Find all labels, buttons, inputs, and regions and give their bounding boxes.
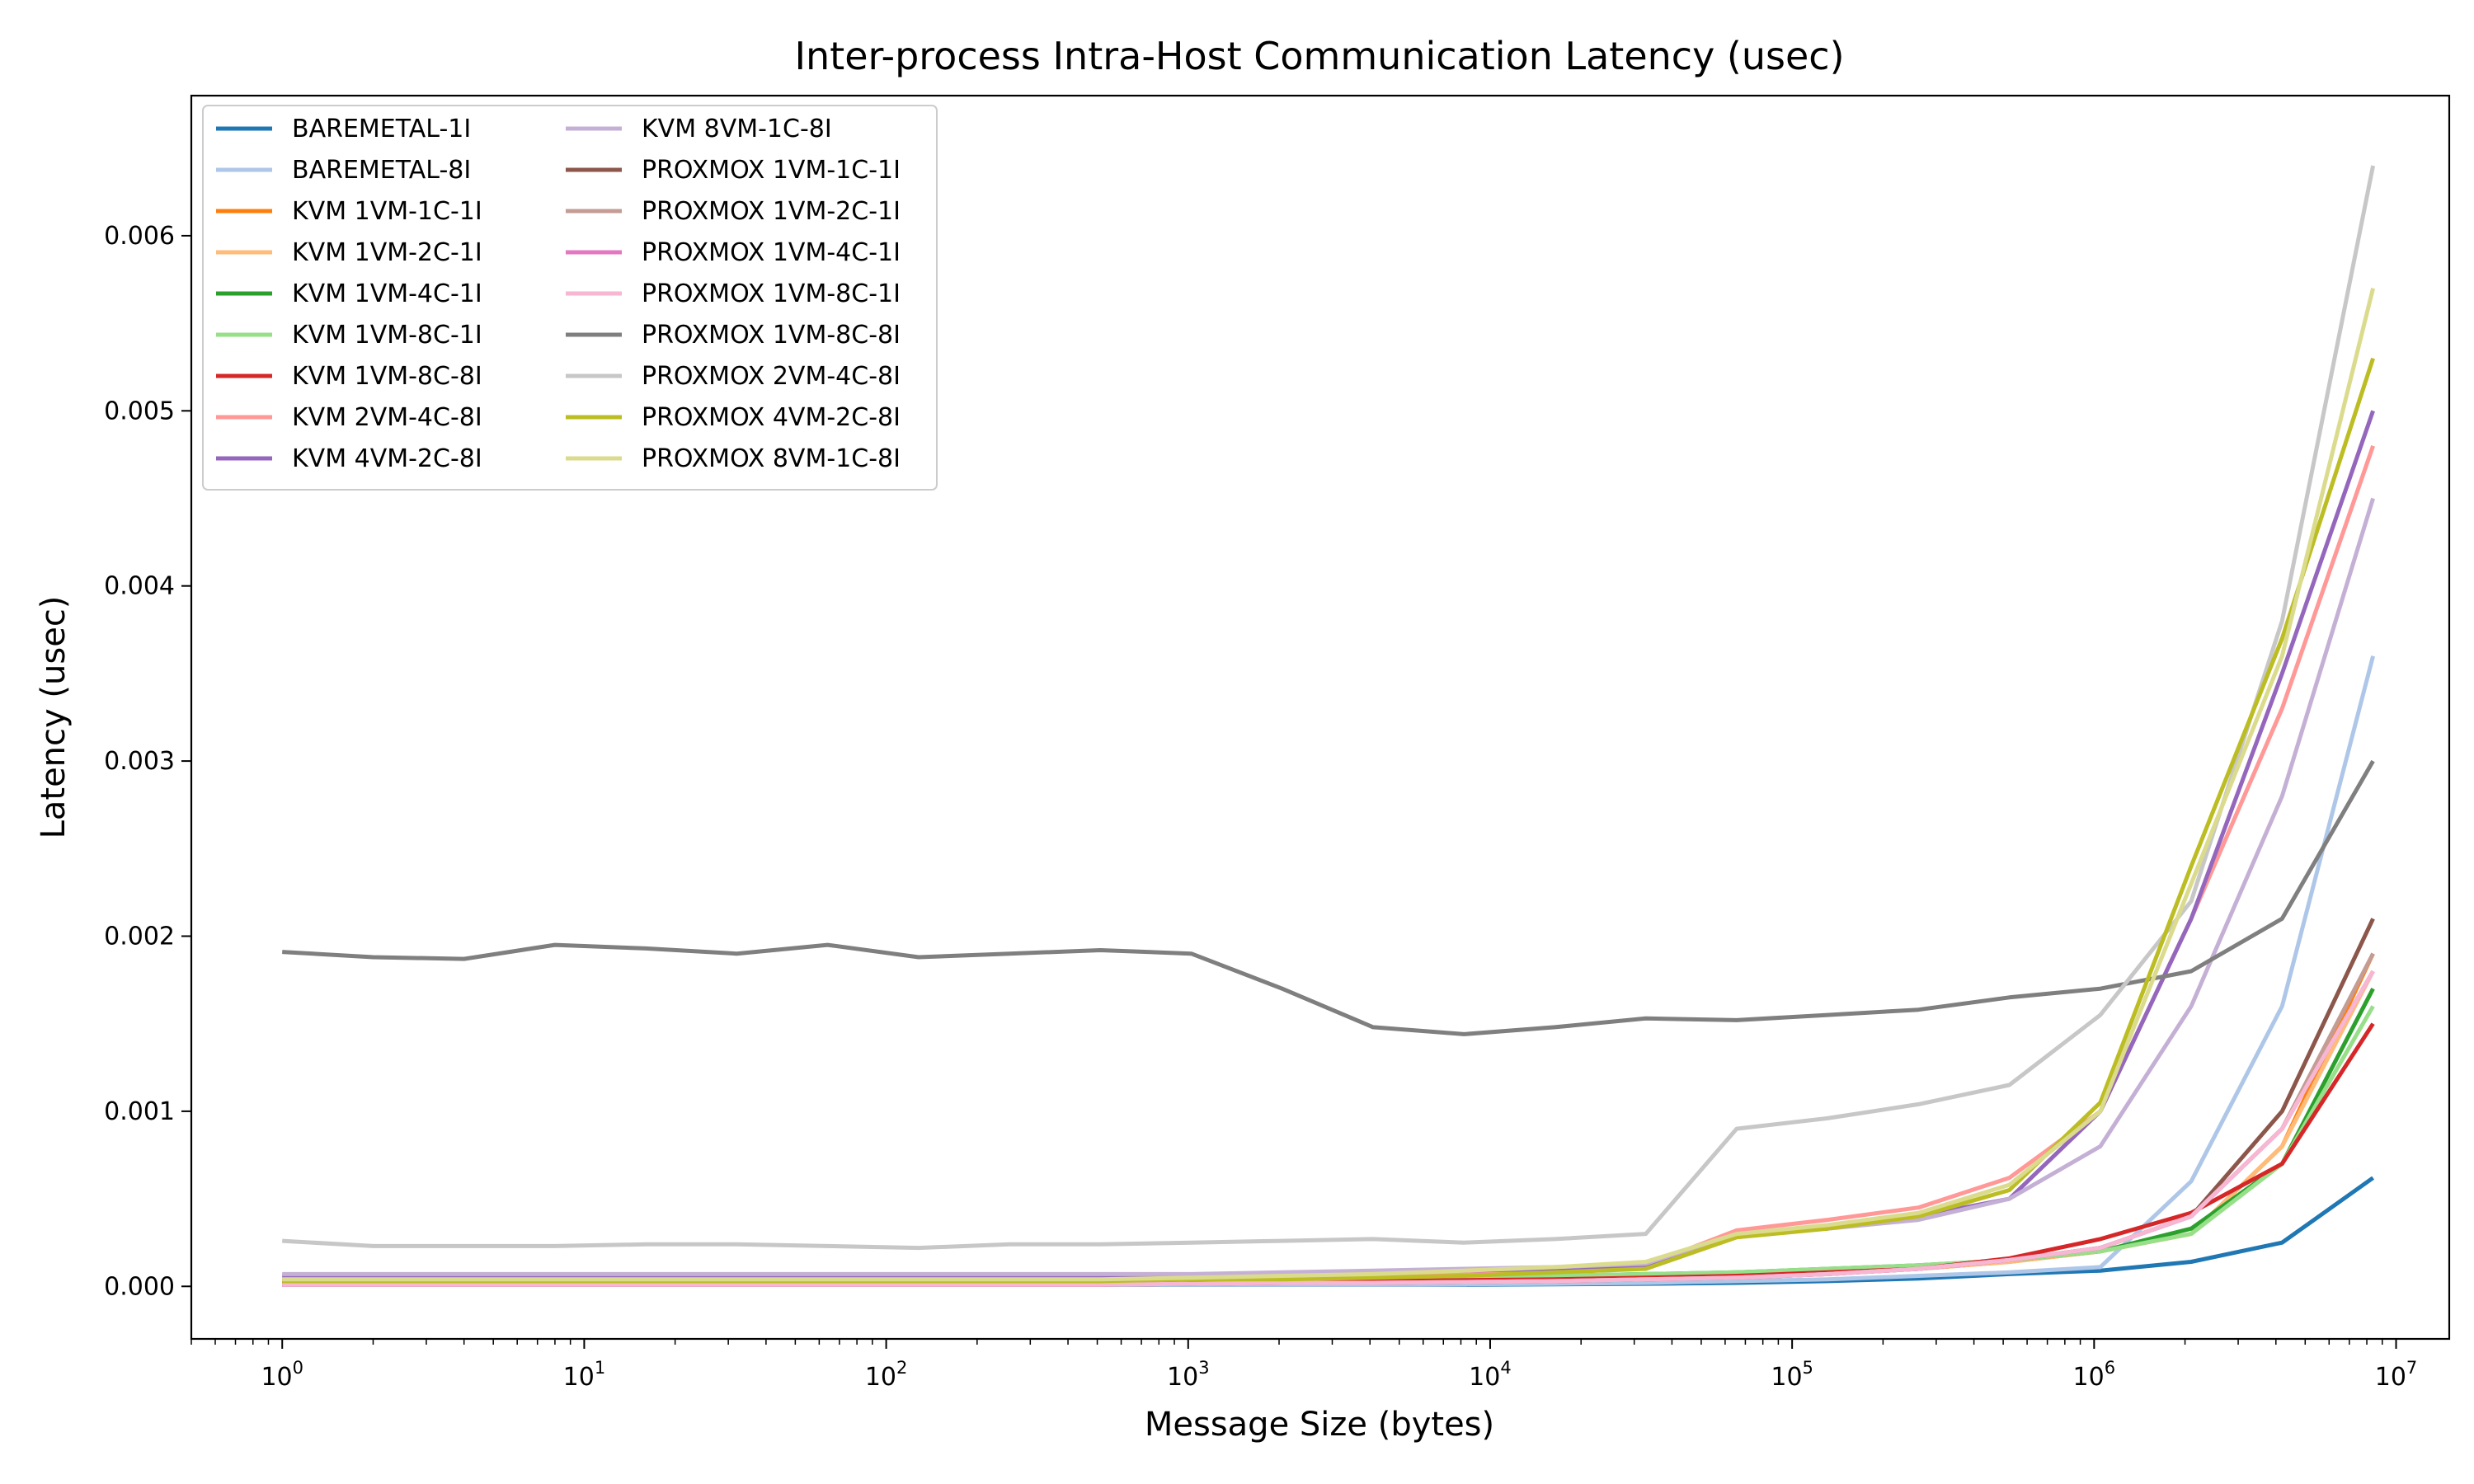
legend: BAREMETAL-1I BAREMETAL-8I KVM 1VM-1C-1I KVM… <box>202 105 938 491</box>
legend-label: KVM 1VM-2C-1I <box>292 238 482 267</box>
x-tick-label: 100 <box>261 1358 303 1392</box>
y-tick-label: 0.002 <box>104 922 175 951</box>
legend-label: KVM 8VM-1C-8I <box>642 115 832 143</box>
x-tick-label: 102 <box>865 1358 908 1392</box>
legend-label: KVM 1VM-4C-1I <box>292 279 482 308</box>
axes-layer: 100 101 102 103 104 105 106 107 0.000 0.001 0.002 0… <box>104 94 2451 1392</box>
legend-label: KVM 4VM-2C-8I <box>292 444 482 473</box>
plot-frame <box>190 94 2451 1341</box>
y-tick-label: 0.005 <box>104 397 175 425</box>
x-tick-label: 107 <box>2375 1358 2418 1392</box>
series-line-9 <box>282 497 2375 1276</box>
x-tick-label: 104 <box>1469 1358 1512 1392</box>
legend-label: BAREMETAL-8I <box>292 156 471 185</box>
x-axis-label: Message Size (bytes) <box>1145 1406 1494 1444</box>
y-tick-label: 0.004 <box>104 572 175 601</box>
legend-label: PROXMOX 1VM-8C-8I <box>642 321 901 350</box>
legend-label: PROXMOX 1VM-4C-1I <box>642 238 901 267</box>
series-layer <box>282 165 2376 1287</box>
legend-label: KVM 1VM-1C-1I <box>292 197 482 226</box>
y-tick-label: 0.006 <box>104 222 175 251</box>
series-line-13 <box>282 970 2375 1287</box>
series-line-15 <box>282 165 2376 1251</box>
x-tick-label: 105 <box>1771 1358 1813 1392</box>
legend-label: KVM 1VM-8C-1I <box>292 321 482 350</box>
legend-label: BAREMETAL-1I <box>292 115 471 143</box>
legend-label: PROXMOX 8VM-1C-8I <box>642 444 901 473</box>
legend-label: PROXMOX 2VM-4C-8I <box>642 362 901 391</box>
series-line-17 <box>282 287 2376 1282</box>
legend-label: PROXMOX 4VM-2C-8I <box>642 403 901 432</box>
series-line-14 <box>282 759 2375 1036</box>
x-tick-label: 103 <box>1167 1358 1210 1392</box>
legend-label: PROXMOX 1VM-1C-1I <box>642 156 901 185</box>
x-tick-label: 106 <box>2073 1358 2116 1392</box>
legend-frame <box>202 105 938 491</box>
legend-label: PROXMOX 1VM-8C-1I <box>642 279 901 308</box>
chart-title: Inter-process Intra-Host Communication L… <box>794 34 1844 78</box>
legend-label: KVM 1VM-8C-8I <box>292 362 482 391</box>
legend-label: KVM 2VM-4C-8I <box>292 403 482 432</box>
y-axis-label: Latency (usec) <box>35 596 73 839</box>
x-tick-label: 101 <box>563 1358 606 1392</box>
legend-label: PROXMOX 1VM-2C-1I <box>642 197 901 226</box>
y-tick-label: 0.000 <box>104 1272 175 1301</box>
y-tick-label: 0.003 <box>104 747 175 776</box>
y-tick-label: 0.001 <box>104 1097 175 1126</box>
